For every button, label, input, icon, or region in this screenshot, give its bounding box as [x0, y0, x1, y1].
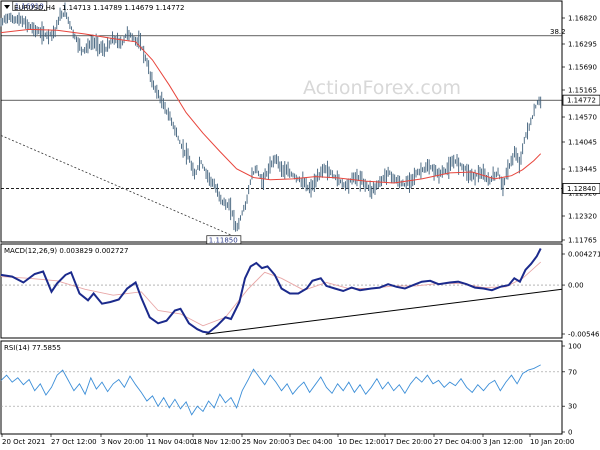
x-tick-label: 27 Dec 04:00 [434, 438, 481, 446]
x-tick-label: 18 Nov 12:00 [193, 438, 240, 446]
x-tick-label: 27 Oct 12:00 [51, 438, 97, 446]
time-axis: 20 Oct 2021 27 Oct 12:00 3 Nov 20:00 11 Nov… [1, 433, 574, 446]
macd-header: MACD(12,26,9) 0.003829 0.002727 [4, 247, 128, 255]
x-tick-label: 25 Nov 20:00 [242, 438, 289, 446]
x-tick-label: 20 Oct 2021 [2, 438, 45, 446]
price-y-tick-label: 1.14045 [568, 139, 597, 147]
x-tick-label: 17 Dec 20:00 [385, 438, 432, 446]
macd-line [0, 248, 542, 334]
swing-low-label: 1.11850 [209, 237, 238, 245]
rsi-header: RSI(14) 77.5855 [4, 344, 61, 352]
swing-high-label-box [12, 1, 48, 11]
rsi-y-tick-label: 30 [568, 403, 577, 411]
price-y-tick-label: 1.16820 [568, 15, 597, 23]
fib-level-label: 38.2 [550, 28, 566, 36]
rsi-plot-area [0, 364, 562, 416]
dotted-trend-line [0, 135, 232, 236]
macd-panel-frame [0, 243, 563, 339]
price-y-tick-label: 1.15690 [568, 64, 597, 72]
symbol-header: EURUSD,H4 [14, 4, 56, 12]
price-y-tick-label: 1.16295 [568, 41, 597, 49]
x-tick-label: 11 Nov 04:00 [147, 438, 194, 446]
rsi-line [0, 364, 541, 416]
moving-average-line [0, 28, 542, 184]
macd-plot-area [0, 248, 563, 335]
watermark: ActionForex.com [303, 77, 461, 99]
x-tick-label: 10 Dec 12:00 [338, 438, 385, 446]
support-price-label-box [562, 183, 600, 194]
macd-y-tick-label: -0.005461 [568, 331, 600, 339]
current-price-label: 1.14772 [567, 97, 596, 105]
rsi-y-tick-label: 0 [568, 429, 572, 437]
rsi-y-tick-label: 70 [568, 368, 577, 376]
x-tick-label: 10 Jan 20:00 [530, 438, 574, 446]
price-panel-frame [0, 0, 563, 243]
price-y-axis: 1.16820 1.16295 1.15690 1.15165 1.14570 1.140… [562, 15, 600, 245]
ohlc-header: 1.14713 1.14789 1.14679 1.14772 [62, 4, 184, 12]
rsi-y-tick-label: 100 [568, 343, 581, 351]
macd-y-tick-label: 0.00 [568, 282, 584, 290]
macd-y-axis: 0.004271 0.00 -0.005461 [562, 251, 600, 339]
rsi-panel-frame [0, 340, 563, 435]
x-tick-label: 3 Jan 12:00 [483, 438, 523, 446]
price-panel: ActionForex.com 38.2 1.16910 1.11850 EURUS… [0, 0, 600, 246]
support-price-label: 1.12840 [567, 185, 596, 193]
rsi-y-axis: 100 70 30 0 [562, 343, 581, 437]
price-y-tick-label: 1.11765 [568, 237, 597, 245]
price-y-tick-label: 1.15165 [568, 87, 597, 95]
current-price-label-box [562, 94, 600, 106]
macd-trend-line [205, 288, 563, 335]
macd-y-tick-label: 0.004271 [568, 251, 600, 259]
x-tick-label: 3 Dec 04:00 [290, 438, 333, 446]
macd-panel: MACD(12,26,9) 0.003829 0.002727 0.004271… [0, 243, 600, 339]
price-y-tick-label: 1.12320 [568, 213, 597, 221]
swing-high-label: 1.16910 [15, 2, 44, 10]
chart-menu-icon[interactable] [4, 5, 10, 9]
price-y-tick-label: 1.13445 [568, 166, 597, 174]
rsi-panel: RSI(14) 77.5855 100 70 30 0 [0, 340, 581, 437]
price-y-tick-label: 1.14570 [568, 114, 597, 122]
price-plot-area: 38.2 1.16910 1.11850 [0, 1, 566, 246]
x-tick-label: 3 Nov 20:00 [101, 438, 144, 446]
